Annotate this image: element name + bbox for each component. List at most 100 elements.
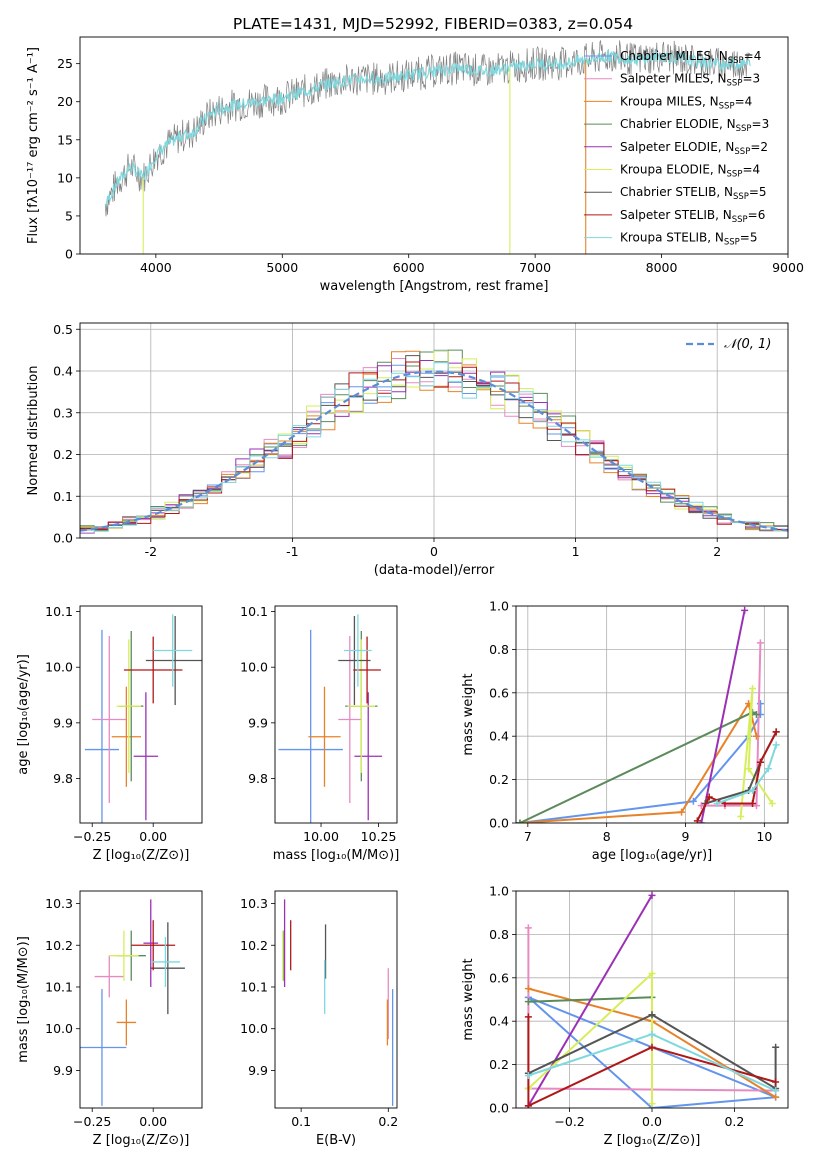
mass-weight-point-marker bbox=[768, 799, 776, 807]
mass-weight-point-marker bbox=[756, 758, 764, 766]
y-tick-label: 9.9 bbox=[248, 1063, 268, 1078]
legend-entry: Salpeter MILES, NSSP=3 bbox=[620, 72, 760, 89]
y-axis-label: age [log₁₀(age/yr)] bbox=[16, 654, 31, 775]
x-tick-label: 0.00 bbox=[139, 829, 167, 844]
axes-frame bbox=[79, 890, 203, 1109]
mass-weight-point-marker bbox=[648, 891, 656, 899]
y-tick-label: 0.1 bbox=[53, 489, 73, 504]
y-tick-label: 9.9 bbox=[248, 715, 268, 730]
mass-weight-point-marker bbox=[772, 1087, 780, 1095]
mass-weight-point-marker bbox=[772, 1093, 780, 1101]
mass-weight-series-line bbox=[527, 1016, 776, 1108]
y-tick-label: 1.0 bbox=[489, 599, 509, 614]
axes-frame bbox=[79, 322, 789, 539]
mass-weight-point-marker bbox=[749, 684, 757, 692]
y-tick-label: 10.3 bbox=[45, 896, 73, 911]
model-spectrum-line bbox=[104, 49, 751, 207]
residual-histogram-step bbox=[80, 362, 788, 532]
y-tick-label: 5 bbox=[65, 208, 73, 223]
mass-weight-point-marker bbox=[689, 797, 697, 805]
y-tick-label: 0.0 bbox=[489, 816, 509, 831]
mass-weight-vs-Z-chart: −0.2 0.0 0.2 0.0 0.2 0.4 0.6 0.8 1.0 Z [log₁₀(Z/Z… bbox=[461, 884, 789, 1148]
mass-weight-point-marker bbox=[648, 1011, 656, 1019]
y-tick-label: 9.8 bbox=[248, 771, 268, 786]
x-axis-label: (data-model)/error bbox=[374, 563, 495, 578]
mass-weight-series-line bbox=[716, 744, 778, 805]
x-tick-label: 8000 bbox=[646, 260, 678, 275]
x-tick-label: 0.0 bbox=[642, 1114, 662, 1129]
axes-frame bbox=[79, 36, 789, 255]
legend-entry: Chabrier MILES, NSSP=4 bbox=[620, 49, 761, 66]
legend-entry: Kroupa STELIB, NSSP=5 bbox=[620, 231, 758, 248]
mass-weight-point-marker bbox=[713, 799, 721, 807]
x-axis-label: mass [log₁₀(M/M⊙)] bbox=[273, 848, 400, 863]
mass-weight-vs-Z-plot-area bbox=[516, 891, 788, 1108]
y-tick-label: 0.2 bbox=[489, 772, 509, 787]
mass-weight-vs-age-chart: 7 8 9 10 0.0 0.2 0.4 0.6 0.8 1.0 age [log₁₀(age/yr… bbox=[461, 599, 789, 863]
mass-weight-point-marker bbox=[648, 969, 656, 977]
residuals-chart: -2 -1 0 1 2 0.0 0.1 0.2 0.3 0.4 0.5 (data-model)/er… bbox=[26, 322, 789, 578]
x-tick-label: 0 bbox=[430, 544, 438, 559]
x-tick-label: 10.00 bbox=[303, 829, 339, 844]
mass-weight-point-marker bbox=[648, 1030, 656, 1038]
y-tick-label: 10.1 bbox=[45, 979, 73, 994]
mass-vs-ebv-chart: 0.1 0.2 9.9 10.0 10.1 10.2 10.3 E(B-V) bbox=[240, 890, 398, 1148]
mass-vs-Z-chart: −0.25 0.00 9.9 10.0 10.1 10.2 10.3 Z [log₁₀(Z/Z… bbox=[16, 890, 203, 1148]
y-tick-label: 10.0 bbox=[45, 1021, 73, 1036]
mass-weight-point-marker bbox=[524, 985, 532, 993]
y-tick-label: 15 bbox=[57, 132, 73, 147]
y-tick-label: 25 bbox=[57, 56, 73, 71]
mass-weight-point-marker bbox=[678, 808, 686, 816]
y-tick-label: 0.6 bbox=[489, 970, 509, 985]
x-tick-label: 2 bbox=[713, 544, 721, 559]
x-tick-label: 10 bbox=[756, 829, 772, 844]
y-tick-label: 0.6 bbox=[489, 685, 509, 700]
y-tick-label: 10.0 bbox=[240, 1021, 268, 1036]
x-tick-label: 8 bbox=[603, 829, 611, 844]
y-tick-label: 10 bbox=[57, 170, 73, 185]
y-tick-label: 0.2 bbox=[489, 1057, 509, 1072]
y-axis-label: mass weight bbox=[461, 673, 476, 755]
y-tick-label: 0.0 bbox=[489, 1101, 509, 1116]
mass-weight-point-marker bbox=[752, 732, 760, 740]
x-tick-label: −0.25 bbox=[73, 1114, 111, 1129]
y-tick-label: 10.1 bbox=[45, 604, 73, 619]
y-tick-label: 9.9 bbox=[53, 715, 73, 730]
axes-frame bbox=[515, 890, 789, 1109]
x-tick-label: 1 bbox=[572, 544, 580, 559]
mass-weight-point-marker bbox=[524, 1013, 532, 1021]
x-axis-label: wavelength [Angstrom, rest frame] bbox=[320, 279, 549, 294]
y-tick-label: 0.3 bbox=[53, 405, 73, 420]
y-tick-label: 20 bbox=[57, 94, 73, 109]
y-tick-label: 0.8 bbox=[489, 927, 509, 942]
mass-weight-point-marker bbox=[737, 812, 745, 820]
legend-entry: Chabrier ELODIE, NSSP=3 bbox=[620, 117, 769, 134]
x-tick-label: 9 bbox=[682, 829, 690, 844]
y-tick-label: 10.1 bbox=[240, 979, 268, 994]
mass-weight-series-line bbox=[700, 610, 746, 823]
x-axis-label: Z [log₁₀(Z/Z⊙)] bbox=[93, 848, 190, 863]
x-tick-label: 0.2 bbox=[378, 1114, 398, 1129]
age-vs-Z-plot-area bbox=[84, 614, 202, 823]
x-axis-label: Z [log₁₀(Z/Z⊙)] bbox=[604, 1133, 701, 1148]
mass-weight-point-marker bbox=[524, 1102, 532, 1108]
mass-weight-point-marker bbox=[772, 741, 780, 749]
mass-weight-series-line bbox=[739, 688, 774, 817]
y-tick-label: 0.4 bbox=[53, 364, 73, 379]
mass-weight-vs-age-plot-area bbox=[516, 606, 788, 823]
mass-weight-point-marker bbox=[749, 799, 757, 807]
y-tick-label: 10.2 bbox=[240, 938, 268, 953]
mass-weight-point-marker bbox=[524, 924, 532, 932]
y-tick-label: 9.9 bbox=[53, 1063, 73, 1078]
mass-weight-series-line bbox=[527, 894, 653, 1107]
y-tick-label: 10.3 bbox=[240, 896, 268, 911]
x-tick-label: 0.00 bbox=[139, 1114, 167, 1129]
mass-weight-point-marker bbox=[745, 765, 753, 773]
normal-distribution-curve bbox=[80, 370, 788, 532]
legend-entry: Salpeter ELODIE, NSSP=2 bbox=[620, 140, 768, 157]
x-tick-label: 7000 bbox=[519, 260, 551, 275]
spectrum-chart: 4000 5000 6000 7000 8000 9000 0 5 10 15 20 25 wavele… bbox=[26, 36, 804, 294]
y-tick-label: 10.1 bbox=[240, 604, 268, 619]
mass-weight-point-marker bbox=[772, 1078, 780, 1086]
